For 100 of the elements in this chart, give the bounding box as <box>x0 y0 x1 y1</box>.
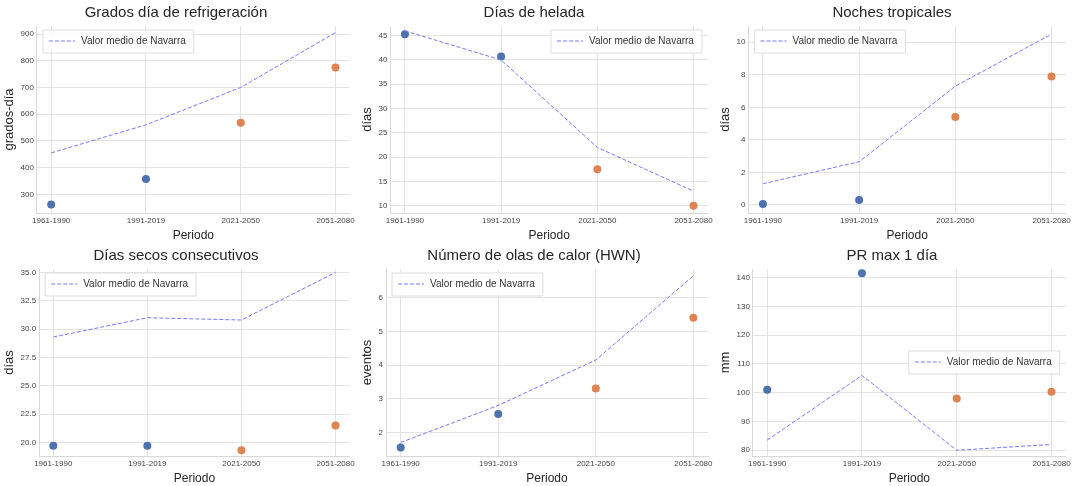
x-tick-label: 2051-2080 <box>1032 459 1072 468</box>
y-tick-label: 500 <box>20 136 35 146</box>
y-tick-label: 800 <box>20 55 35 65</box>
y-tick-label: 45 <box>378 30 389 40</box>
y-tick-label: 30.0 <box>20 324 37 334</box>
legend-label: Valor medio de Navarra <box>430 277 536 289</box>
point <box>331 421 340 430</box>
legend-label: Valor medio de Navarra <box>80 34 187 46</box>
x-tick-label: 1961-1990 <box>32 216 71 225</box>
y-tick-label: 25 <box>378 128 389 138</box>
y-tick-label: 100 <box>736 387 751 397</box>
point <box>763 385 772 394</box>
chart-title: PR max 1 día <box>846 246 939 264</box>
x-tick-label: 2051-2080 <box>1032 216 1072 225</box>
y-tick-label: 10 <box>736 37 747 47</box>
x-tick-label: 1961-1990 <box>385 216 425 225</box>
y-tick-label: 110 <box>737 359 751 369</box>
point <box>237 446 246 455</box>
point <box>400 30 409 39</box>
chart-title: Grados día de refrigeración <box>84 3 268 21</box>
x-tick-label: 2021-2050 <box>936 216 975 225</box>
y-tick-label: 4 <box>741 135 747 145</box>
point <box>47 200 56 209</box>
y-tick-label: 90 <box>741 416 751 426</box>
point <box>1047 387 1056 396</box>
chart-title: Número de olas de calor (HWN) <box>427 246 641 264</box>
y-tick-label: 600 <box>20 109 35 119</box>
x-tick-label: 2051-2080 <box>674 216 714 225</box>
y-tick-label: 35.0 <box>20 267 37 277</box>
y-tick-label: 700 <box>20 82 35 92</box>
y-tick-label: 10 <box>378 200 389 210</box>
point <box>49 441 58 450</box>
point <box>591 384 600 393</box>
x-tick-label: 1961-1990 <box>34 459 73 468</box>
y-tick-label: 27.5 <box>20 352 37 362</box>
x-tick-label: 2051-2080 <box>674 459 714 468</box>
y-tick-label: 2 <box>378 427 384 437</box>
x-tick-label: 2021-2050 <box>222 459 262 468</box>
x-tick-label: 2021-2050 <box>937 459 977 468</box>
x-tick-label: 2051-2080 <box>316 459 356 468</box>
legend-label: Valor medio de Navarra <box>792 34 898 46</box>
x-tick-label: 2021-2050 <box>576 459 616 468</box>
x-tick-label: 1961-1990 <box>743 216 783 225</box>
x-tick-label: 1991-2019 <box>481 216 521 225</box>
y-tick-label: 140 <box>736 272 751 282</box>
legend-label: Valor medio de Navarra <box>83 277 189 289</box>
x-tick-label: 2021-2050 <box>221 216 261 225</box>
legend-label: Valor medio de Navarra <box>946 355 1053 367</box>
y-tick-label: 400 <box>20 162 35 172</box>
point <box>689 201 698 210</box>
point <box>1047 72 1056 81</box>
y-tick-label: 0 <box>741 200 747 210</box>
point <box>689 313 698 322</box>
y-axis-title: días <box>717 106 733 132</box>
point <box>952 394 961 403</box>
y-tick-label: 4 <box>378 360 384 370</box>
x-tick-label: 1991-2019 <box>128 459 168 468</box>
y-tick-label: 32.5 <box>20 295 37 305</box>
y-tick-label: 5 <box>378 326 384 336</box>
y-tick-label: 40 <box>378 55 389 65</box>
x-axis-title: Periodo <box>888 471 931 486</box>
point <box>857 269 866 278</box>
x-tick-label: 1991-2019 <box>842 459 882 468</box>
x-axis-title: Periodo <box>528 228 571 243</box>
point <box>494 409 503 418</box>
x-tick-label: 1991-2019 <box>479 459 518 468</box>
point <box>758 200 767 209</box>
x-tick-label: 1991-2019 <box>126 216 166 225</box>
y-tick-label: 6 <box>378 292 384 302</box>
point <box>236 118 245 127</box>
chart-title: Noches tropicales <box>832 3 952 21</box>
y-tick-label: 35 <box>378 79 389 89</box>
y-tick-label: 15 <box>378 176 389 186</box>
line-series <box>50 32 337 154</box>
y-axis-title: días <box>1 349 17 375</box>
y-tick-label: 20.0 <box>20 437 37 447</box>
y-tick-label: 900 <box>20 29 35 39</box>
x-tick-label: 2051-2080 <box>316 216 356 225</box>
y-tick-label: 120 <box>736 330 751 340</box>
y-tick-label: 2 <box>741 167 747 177</box>
legend-label: Valor medio de Navarra <box>589 34 695 46</box>
point <box>855 195 864 204</box>
point <box>141 175 150 184</box>
x-axis-title: Periodo <box>526 471 569 486</box>
chart-title: Días de helada <box>483 3 586 21</box>
point <box>497 52 506 61</box>
x-tick-label: 1961-1990 <box>381 459 421 468</box>
y-tick-label: 30 <box>378 103 389 113</box>
y-tick-label: 80 <box>741 445 751 455</box>
y-axis-title: días <box>359 106 375 132</box>
y-axis-title: mm <box>717 351 733 374</box>
chart-title: Días secos consecutivos <box>93 246 259 264</box>
y-tick-label: 25.0 <box>20 380 37 390</box>
y-tick-label: 130 <box>736 301 751 311</box>
x-tick-label: 1991-2019 <box>839 216 879 225</box>
y-tick-label: 6 <box>741 102 747 112</box>
line-series <box>52 271 337 338</box>
y-axis-title: grados-día <box>1 87 17 151</box>
line-series <box>762 33 1053 185</box>
x-tick-label: 1961-1990 <box>748 459 787 468</box>
